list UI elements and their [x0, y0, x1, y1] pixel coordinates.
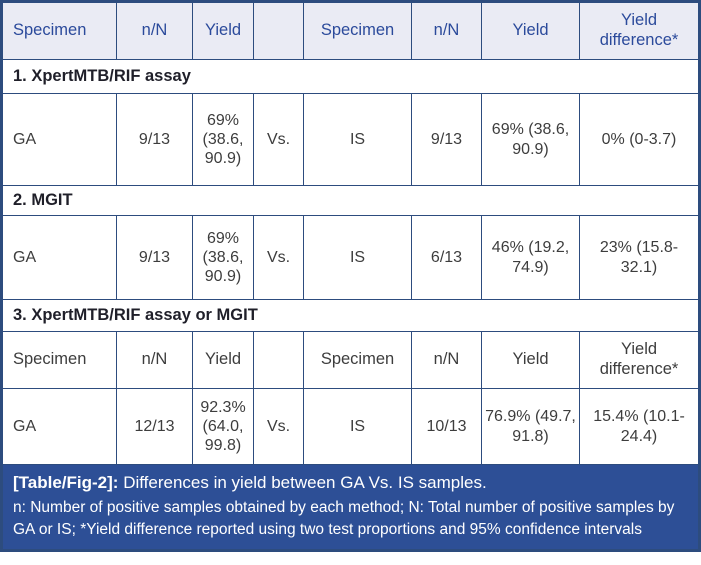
section-title-xpert: 1. XpertMTB/RIF assay — [1, 59, 700, 94]
header-specimen-left: Specimen — [1, 331, 117, 389]
cell-nn-right: 9/13 — [411, 93, 482, 186]
cell-specimen-left: GA — [1, 215, 117, 300]
header-yield-left: Yield — [192, 1, 254, 60]
header-nn-right: n/N — [411, 1, 482, 60]
header-blank — [253, 1, 304, 60]
cell-nn-left: 9/13 — [116, 215, 193, 300]
header-blank — [253, 331, 304, 389]
header-specimen-right: Specimen — [303, 1, 412, 60]
section-title-xpert-or-mgit: 3. XpertMTB/RIF assay or MGIT — [1, 299, 700, 332]
cell-specimen-right: IS — [303, 93, 412, 186]
cell-specimen-left: GA — [1, 388, 117, 465]
cell-yield-difference: 23% (15.8-32.1) — [579, 215, 700, 300]
cell-yield-difference: 15.4% (10.1-24.4) — [579, 388, 700, 465]
section-title-mgit: 2. MGIT — [1, 185, 700, 216]
cell-nn-left: 12/13 — [116, 388, 193, 465]
cell-specimen-right: IS — [303, 215, 412, 300]
header-nn-left: n/N — [116, 1, 193, 60]
cell-yield-difference: 0% (0-3.7) — [579, 93, 700, 186]
cell-yield-left: 69% (38.6, 90.9) — [192, 93, 254, 186]
header-specimen-left: Specimen — [1, 1, 117, 60]
cell-yield-left: 69% (38.6, 90.9) — [192, 215, 254, 300]
caption-cell: [Table/Fig-2]: Differences in yield betw… — [1, 464, 700, 551]
header-nn-left: n/N — [116, 331, 193, 389]
header-row-bottom: Specimen n/N Yield Specimen n/N Yield Yi… — [1, 331, 700, 389]
cell-vs: Vs. — [253, 215, 304, 300]
header-nn-right: n/N — [411, 331, 482, 389]
table-caption: [Table/Fig-2]: Differences in yield betw… — [13, 471, 688, 495]
caption-text: Differences in yield between GA Vs. IS s… — [123, 473, 487, 492]
table-notes: n: Number of positive samples obtained b… — [13, 498, 675, 538]
section-row-3: 3. XpertMTB/RIF assay or MGIT — [1, 299, 700, 332]
cell-vs: Vs. — [253, 388, 304, 465]
header-yield-difference: Yield difference* — [579, 331, 700, 389]
cell-yield-right: 69% (38.6, 90.9) — [481, 93, 580, 186]
data-row-xpert: GA 9/13 69% (38.6, 90.9) Vs. IS 9/13 69%… — [1, 93, 700, 186]
section-row-1: 1. XpertMTB/RIF assay — [1, 59, 700, 94]
header-yield-right: Yield — [481, 331, 580, 389]
header-yield-left: Yield — [192, 331, 254, 389]
cell-specimen-right: IS — [303, 388, 412, 465]
cell-nn-right: 6/13 — [411, 215, 482, 300]
cell-specimen-left: GA — [1, 93, 117, 186]
header-yield-right: Yield — [481, 1, 580, 60]
cell-yield-right: 76.9% (49.7, 91.8) — [481, 388, 580, 465]
cell-nn-right: 10/13 — [411, 388, 482, 465]
data-row-xpert-or-mgit: GA 12/13 92.3% (64.0, 99.8) Vs. IS 10/13… — [1, 388, 700, 465]
cell-nn-left: 9/13 — [116, 93, 193, 186]
cell-yield-left: 92.3% (64.0, 99.8) — [192, 388, 254, 465]
cell-yield-right: 46% (19.2, 74.9) — [481, 215, 580, 300]
cell-vs: Vs. — [253, 93, 304, 186]
header-row-top: Specimen n/N Yield Specimen n/N Yield Yi… — [1, 1, 700, 60]
header-specimen-right: Specimen — [303, 331, 412, 389]
yield-comparison-table: Specimen n/N Yield Specimen n/N Yield Yi… — [0, 0, 701, 552]
caption-label: [Table/Fig-2]: — [13, 473, 119, 492]
data-row-mgit: GA 9/13 69% (38.6, 90.9) Vs. IS 6/13 46%… — [1, 215, 700, 300]
header-yield-difference: Yield difference* — [579, 1, 700, 60]
section-row-2: 2. MGIT — [1, 185, 700, 216]
caption-row: [Table/Fig-2]: Differences in yield betw… — [1, 464, 700, 551]
